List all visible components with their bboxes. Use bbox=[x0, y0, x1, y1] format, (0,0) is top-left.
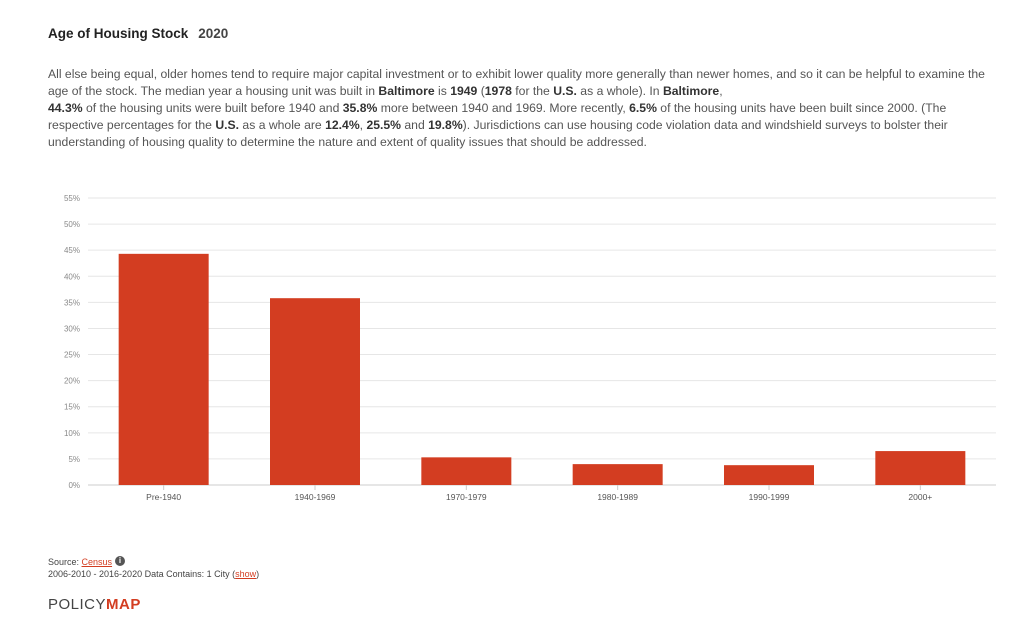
title-year: 2020 bbox=[198, 26, 229, 41]
data-line-end: ) bbox=[256, 569, 260, 579]
desc-place: Baltimore bbox=[378, 84, 435, 98]
desc-us-label: U.S. bbox=[553, 84, 577, 98]
y-tick-label: 25% bbox=[64, 351, 80, 360]
x-tick-label: 1990-1999 bbox=[749, 492, 790, 502]
bar bbox=[724, 465, 814, 485]
bar bbox=[572, 464, 663, 485]
logo-map: MAP bbox=[106, 596, 141, 613]
description: All else being equal, older homes tend t… bbox=[48, 66, 996, 151]
data-line-text: 2006-2010 - 2016-2020 Data Contains: 1 C… bbox=[48, 569, 236, 579]
desc-us-median-year: 1978 bbox=[484, 84, 512, 98]
y-tick-label: 20% bbox=[64, 377, 80, 386]
y-tick-label: 5% bbox=[68, 455, 80, 464]
bar-chart: 0% 5% 10% 15% 20% 25% 30% 35% 40% 45% 50% 55% Pre-19… bbox=[64, 194, 996, 502]
policymap-logo[interactable]: POLICYMAP bbox=[48, 596, 141, 613]
bar bbox=[421, 457, 512, 485]
y-tick-label: 55% bbox=[64, 194, 80, 203]
x-tick-label: Pre-1940 bbox=[146, 492, 181, 502]
source-label: Source: bbox=[48, 557, 82, 567]
info-icon[interactable]: i bbox=[115, 556, 126, 566]
x-tick-label: 1970-1979 bbox=[446, 492, 487, 502]
desc-pct-1940-1969: 35.8% bbox=[342, 101, 378, 115]
page-title: Age of Housing Stock 2020 bbox=[48, 26, 228, 41]
title-text: Age of Housing Stock bbox=[48, 26, 189, 41]
source-line: Source: Census i bbox=[48, 556, 259, 568]
x-tick-label: 1980-1989 bbox=[597, 492, 638, 502]
desc-us-pct-pre1940: 12.4% bbox=[325, 118, 360, 132]
y-tick-label: 30% bbox=[64, 324, 80, 333]
desc-text: for the bbox=[511, 84, 554, 98]
y-tick-label: 15% bbox=[64, 403, 80, 412]
desc-text: is bbox=[434, 84, 451, 98]
source-block: Source: Census i 2006-2010 - 2016-2020 Da… bbox=[48, 556, 259, 580]
desc-us-pct-2000: 19.8% bbox=[428, 118, 463, 132]
desc-text: and bbox=[401, 118, 429, 132]
bar bbox=[270, 298, 360, 485]
bar bbox=[875, 451, 966, 485]
y-tick-label: 0% bbox=[68, 481, 80, 490]
y-tick-label: 35% bbox=[64, 298, 80, 307]
x-tick-label: 1940-1969 bbox=[295, 492, 336, 502]
desc-text: ). Jurisdictions can use housing code vi… bbox=[48, 118, 948, 149]
desc-text: ( bbox=[477, 84, 485, 98]
desc-text: of the housing units were built before 1… bbox=[82, 101, 343, 115]
desc-us-pct-1940-1969: 25.5% bbox=[366, 118, 401, 132]
show-link[interactable]: show bbox=[235, 569, 257, 579]
y-tick-label: 10% bbox=[64, 429, 80, 438]
desc-place: Baltimore bbox=[662, 84, 720, 98]
logo-policy: POLICY bbox=[48, 596, 107, 613]
desc-text: as a whole). In bbox=[576, 84, 663, 98]
y-tick-label: 40% bbox=[64, 272, 80, 281]
desc-text: , bbox=[719, 84, 723, 98]
desc-us-label: U.S. bbox=[215, 118, 240, 132]
x-tick-label: 2000+ bbox=[908, 492, 932, 502]
desc-pct-pre1940: 44.3% bbox=[48, 101, 83, 115]
census-link[interactable]: Census bbox=[81, 557, 113, 567]
desc-pct-2000: 6.5% bbox=[629, 101, 657, 115]
desc-text: , bbox=[359, 118, 367, 132]
y-tick-label: 45% bbox=[64, 246, 80, 255]
desc-text: as a whole are bbox=[239, 118, 326, 132]
bar bbox=[118, 253, 209, 485]
data-line: 2006-2010 - 2016-2020 Data Contains: 1 C… bbox=[48, 568, 259, 580]
desc-median-year: 1949 bbox=[450, 84, 478, 98]
desc-text: All else being equal, older homes tend t… bbox=[48, 67, 985, 98]
desc-text: more between 1940 and 1969. More recentl… bbox=[377, 101, 630, 115]
y-tick-label: 50% bbox=[64, 220, 80, 229]
desc-text: of the housing units have been built sin… bbox=[48, 101, 947, 132]
